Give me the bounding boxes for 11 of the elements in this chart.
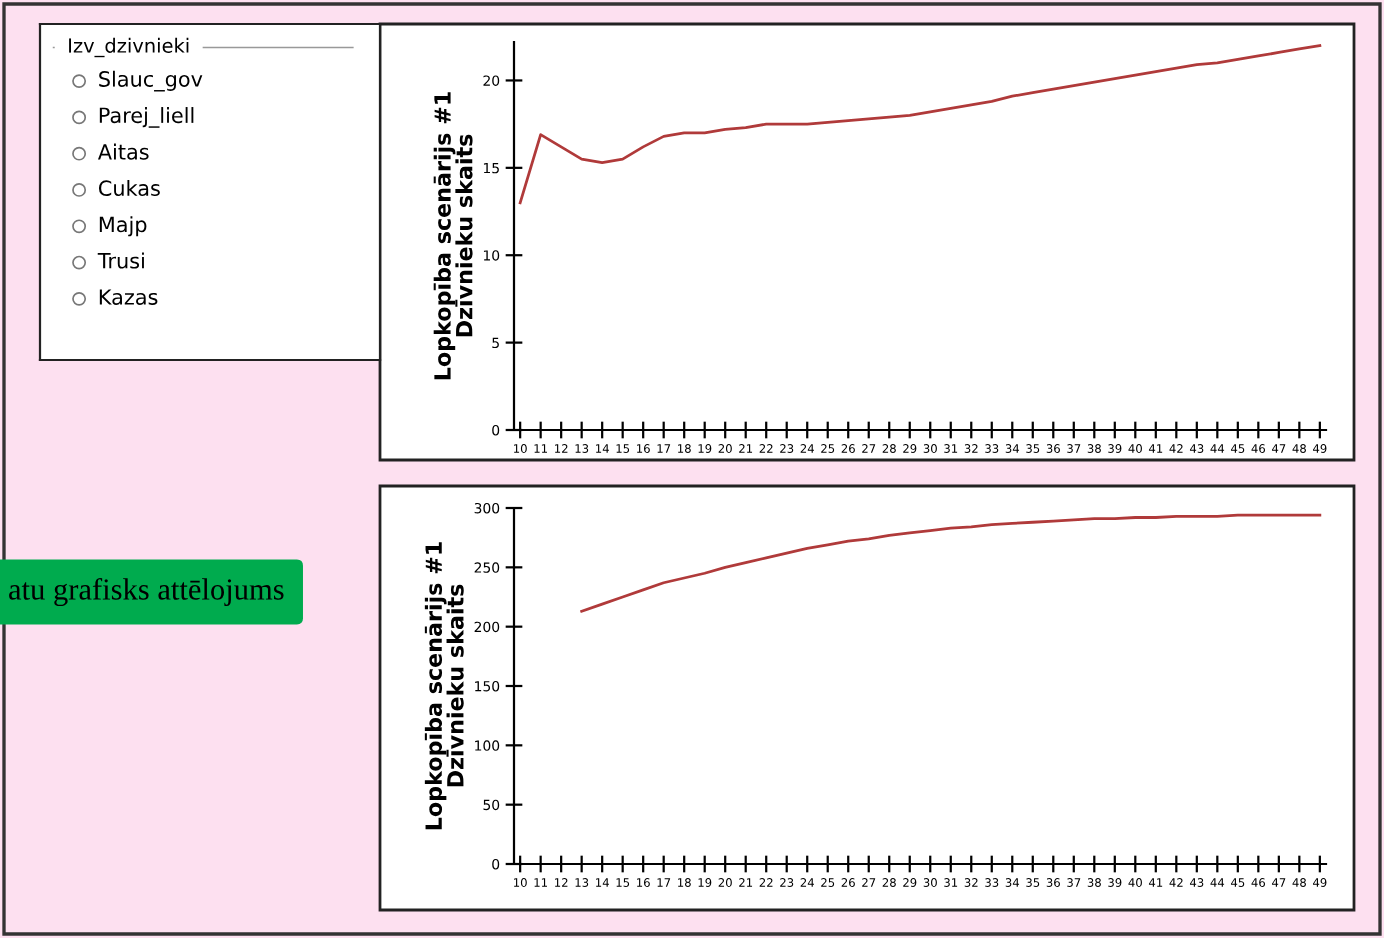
text: Slauc_gov bbox=[99, 70, 203, 92]
text: Parej_liell bbox=[99, 107, 194, 128]
text: Majp bbox=[99, 216, 147, 237]
text: Trusi bbox=[97, 252, 144, 269]
text: Aitas bbox=[97, 143, 149, 160]
text: Izv_dzivnieki bbox=[69, 37, 189, 58]
text: Cukas bbox=[98, 179, 160, 197]
text: atu grafisks attēlojums bbox=[9, 577, 284, 607]
text: Kazas bbox=[99, 289, 158, 305]
y-axis-title: Lopkopība scenārijs #1 Dzīvnieku skaits bbox=[433, 92, 473, 380]
y-axis-title: Lopkopība scenārijs #1 Dzīvnieku skaits bbox=[424, 542, 464, 830]
